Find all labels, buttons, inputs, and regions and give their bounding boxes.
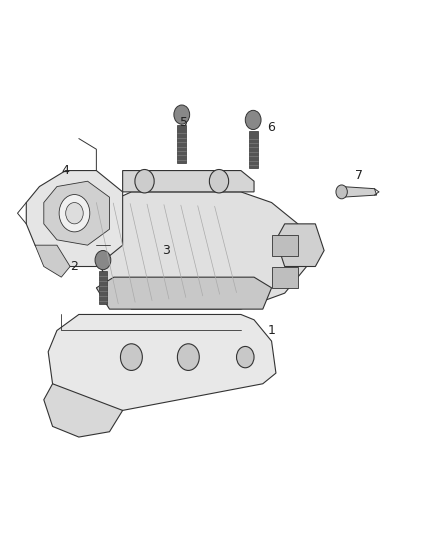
Polygon shape [276,224,324,266]
Circle shape [66,203,83,224]
Circle shape [135,169,154,193]
Polygon shape [99,271,107,304]
Polygon shape [35,245,70,277]
Circle shape [174,105,190,124]
Circle shape [237,346,254,368]
Polygon shape [96,277,272,309]
Circle shape [177,344,199,370]
Bar [272,266,298,288]
Circle shape [95,251,111,270]
Text: 3: 3 [162,244,170,257]
Circle shape [336,185,347,199]
Circle shape [245,110,261,130]
Polygon shape [83,192,307,309]
Polygon shape [44,384,123,437]
Circle shape [209,169,229,193]
Polygon shape [123,171,254,192]
Text: 4: 4 [62,164,70,177]
Text: 7: 7 [355,169,363,182]
Polygon shape [26,171,123,266]
Polygon shape [44,181,110,245]
Bar [272,235,298,256]
Polygon shape [177,125,186,163]
Polygon shape [342,187,377,197]
Text: 5: 5 [180,116,188,129]
Circle shape [59,195,90,232]
Text: 6: 6 [268,122,276,134]
Circle shape [120,344,142,370]
Text: 2: 2 [71,260,78,273]
Polygon shape [48,314,276,416]
Text: 1: 1 [268,324,276,337]
Polygon shape [249,131,258,168]
